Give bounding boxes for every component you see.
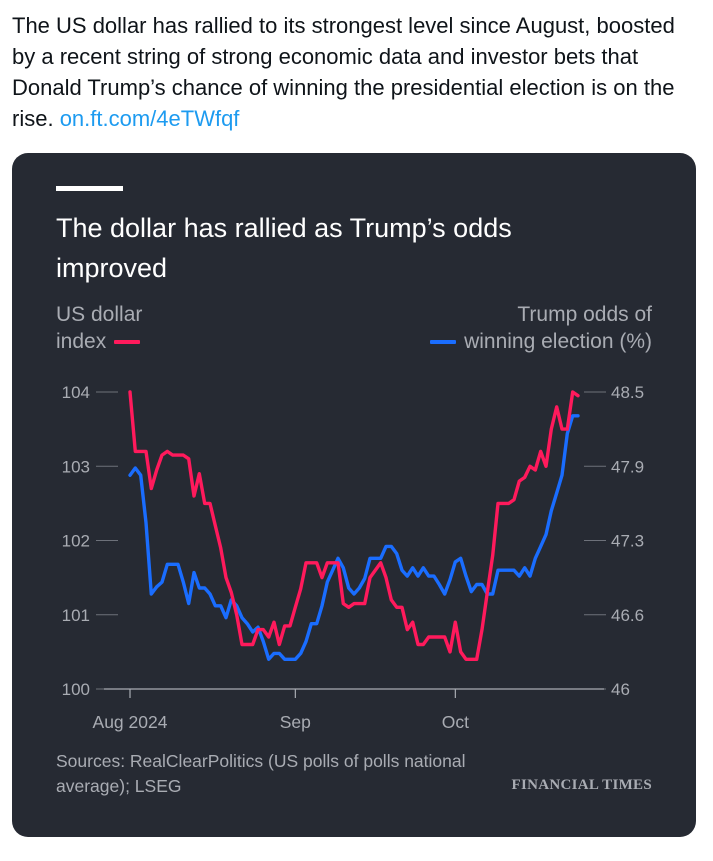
left-axis-tick-label: 104 (62, 383, 90, 402)
x-axis-tick-label: Aug 2024 (93, 712, 168, 732)
chart-card[interactable]: The dollar has rallied as Trump’s odds i… (12, 153, 696, 837)
right-axis-tick-label: 46 (611, 680, 630, 699)
right-axis-tick-label: 47.9 (611, 457, 644, 476)
tweet-link[interactable]: on.ft.com/4eTWfqf (59, 106, 240, 131)
chart-title: The dollar has rallied as Trump’s odds i… (56, 213, 512, 283)
dxy-legend-swatch (114, 340, 141, 345)
left-axis-tick-label: 101 (62, 606, 90, 625)
x-axis-tick-label: Oct (442, 712, 469, 732)
left-axis-tick-label: 103 (62, 457, 90, 476)
odds-series-line (128, 414, 580, 661)
right-axis-legend: Trump odds of winning election (%) (430, 301, 652, 355)
tweet-body: The US dollar has rallied to its stronge… (12, 13, 675, 131)
right-axis-label-line2: winning election (%) (464, 330, 652, 353)
right-axis-tick-label: 48.5 (611, 383, 644, 402)
source-note: Sources: RealClearPolitics (US polls of … (56, 751, 466, 796)
tweet-text: The US dollar has rallied to its stronge… (12, 10, 702, 134)
right-axis-label-line1: Trump odds of (517, 303, 652, 326)
x-axis-tick-label: Sep (280, 712, 311, 732)
left-axis-label-line2: index (56, 330, 107, 353)
left-axis-tick-label: 102 (62, 532, 90, 551)
left-axis-tick-label: 100 (62, 680, 90, 699)
dxy-series-line (128, 390, 580, 661)
ft-logo: FINANCIAL TIMES (511, 777, 652, 793)
left-axis-legend: US dollar index (56, 301, 142, 355)
odds-legend-swatch (430, 340, 457, 345)
chart-plot: 104 103 102 101 100 48.5 47.9 47.3 46.6 46 Aug 202… (62, 383, 644, 732)
accent-bar (56, 186, 123, 191)
right-axis-tick-label: 46.6 (611, 606, 644, 625)
right-axis-tick-label: 47.3 (611, 532, 644, 551)
left-axis-label-line1: US dollar (56, 303, 143, 326)
